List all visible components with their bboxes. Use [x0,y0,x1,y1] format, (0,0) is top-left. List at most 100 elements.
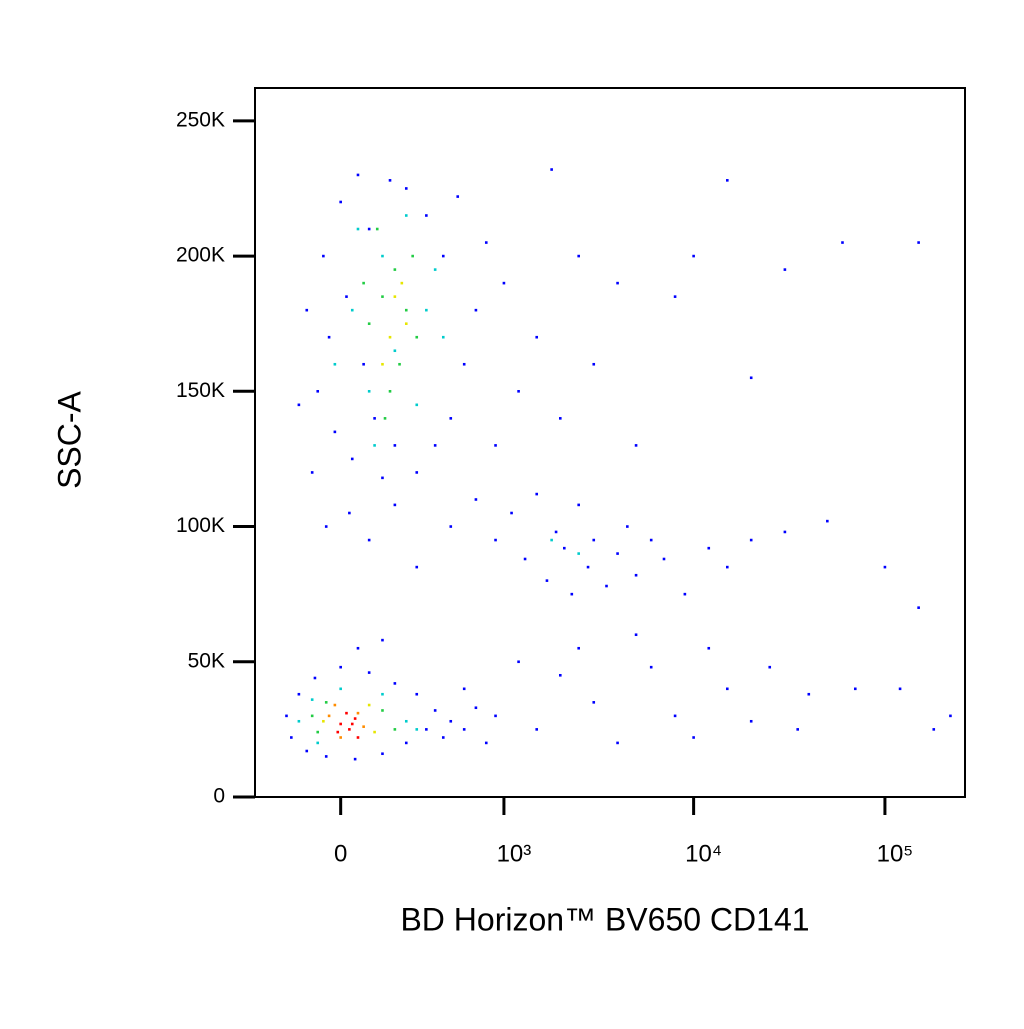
event-dot [400,281,404,285]
event-dot [367,322,371,325]
event-dot [586,565,590,569]
event-dot [373,417,376,420]
event-dot [362,725,365,728]
event-dot [333,362,337,366]
event-dot [592,362,596,366]
event-dot [324,755,328,758]
event-dot [373,730,376,734]
event-dot [353,717,357,720]
event-dot [783,530,787,534]
event-dot [616,281,619,285]
event-dot [411,254,414,258]
x-tick-label: 10³ [497,840,532,867]
y-tick-label: 100K [176,514,225,537]
event-dot [415,692,419,696]
event-dot [297,403,301,407]
event-dot [305,749,309,753]
event-dot [393,503,397,507]
event-dot [415,565,419,569]
event-dot [550,538,553,542]
plot-frame [254,87,966,798]
event-dot [388,335,392,339]
event-dot [456,195,460,198]
event-dot [316,730,320,734]
event-dot [375,227,379,231]
event-dot [356,646,360,650]
event-dot [673,295,677,298]
event-dot [404,741,408,745]
event-dot [577,503,580,507]
event-dot [558,417,562,420]
event-dot [333,430,337,434]
event-dot [350,722,354,726]
event-dot [327,714,331,718]
event-dot [558,673,562,677]
event-dot [322,719,325,723]
event-dot [356,736,360,739]
event-dot [356,711,360,715]
event-dot [474,706,478,710]
event-dot [290,736,293,739]
event-dot [348,728,351,731]
event-dot [683,592,687,596]
event-dot [883,565,887,569]
event-dot [316,741,320,745]
event-dot [494,538,497,542]
event-dot [297,719,301,723]
event-dot [373,444,376,447]
event-dot [393,268,397,271]
event-dot [634,573,638,577]
y-tick-label: 50K [188,649,225,672]
y-tick-label: 0 [213,785,225,808]
event-dot [381,362,384,366]
event-dot [605,584,608,588]
event-dot [339,722,342,726]
event-dot [853,687,857,691]
event-dot [348,511,351,515]
event-dot [841,241,844,244]
event-dot [285,714,288,718]
event-dot [441,736,445,739]
y-tick-label: 150K [176,379,225,402]
y-tick-label: 200K [176,244,225,267]
event-dot [554,530,558,534]
event-dot [356,227,360,231]
event-dot [336,730,340,734]
event-dot [297,692,301,696]
event-dot [415,403,419,407]
event-dot [381,295,384,298]
event-dot [362,362,365,366]
event-dot [517,660,520,664]
event-dot [425,214,428,217]
event-dot [404,322,408,325]
event-dot [649,665,653,669]
event-dot [313,676,317,680]
event-dot [381,476,384,480]
event-dot [339,665,342,669]
event-dot [626,525,629,528]
event-dot [474,308,478,312]
event-dot [649,538,653,542]
event-dot [449,417,453,420]
event-dot [367,671,371,674]
event-dot [898,687,902,691]
event-dot [393,349,397,353]
event-dot [484,741,488,745]
event-dot [510,511,513,515]
event-dot [535,335,539,339]
event-dot [415,728,419,731]
event-dot [592,538,596,542]
event-dot [502,281,506,285]
event-dot [616,552,619,555]
event-dot [707,546,711,550]
event-dot [381,752,384,756]
event-dot [381,709,384,712]
event-dot [949,714,952,718]
event-dot [725,179,729,182]
event-dot [449,525,453,528]
event-dot [398,362,401,366]
event-dot [634,444,638,447]
event-dot [393,444,397,447]
event-dot [350,308,354,312]
